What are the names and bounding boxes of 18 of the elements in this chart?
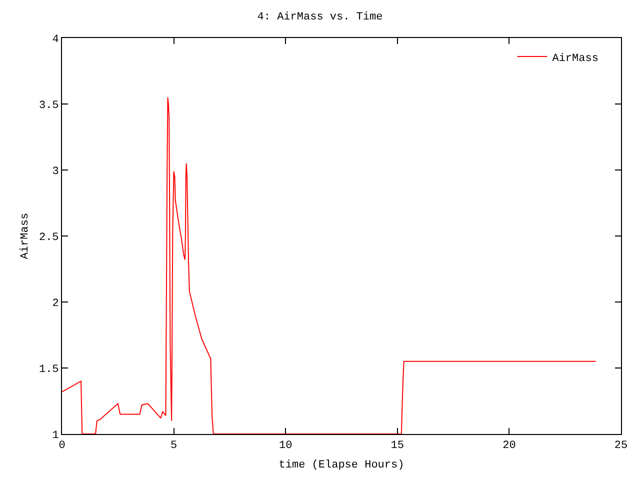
y-tick-label: 1 <box>52 430 60 442</box>
y-axis-title: AirMass <box>20 212 32 260</box>
x-tick-label: 20 <box>502 440 516 452</box>
y-tick-label: 2.5 <box>38 232 59 244</box>
x-tick-label: 10 <box>279 440 292 452</box>
x-axis-title: time (Elapse Hours) <box>278 459 404 472</box>
x-tick-label: 25 <box>614 440 628 452</box>
x-tick-label: 0 <box>58 440 66 452</box>
chart-title: 4: AirMass vs. Time <box>257 12 383 24</box>
y-tick-label: 2 <box>52 298 59 310</box>
line-series <box>62 96 596 434</box>
y-tick-label: 1.5 <box>38 364 59 376</box>
y-tick-label: 4 <box>52 34 60 46</box>
y-tick-label: 3 <box>52 166 59 178</box>
x-tick-label: 15 <box>390 440 404 452</box>
y-tick-label: 3.5 <box>38 100 59 112</box>
legend-label: AirMass <box>552 52 598 65</box>
x-tick-label: 5 <box>170 440 178 452</box>
